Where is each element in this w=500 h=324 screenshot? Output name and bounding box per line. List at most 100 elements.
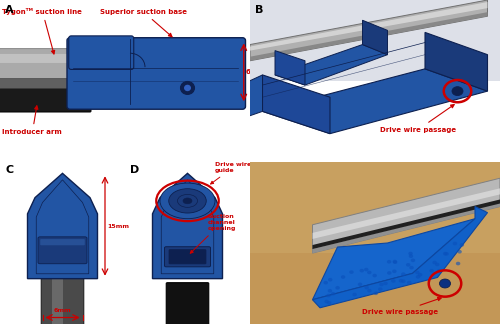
Text: Introducer arm: Introducer arm: [2, 106, 62, 135]
Circle shape: [360, 269, 364, 272]
Text: Drive wire
guide: Drive wire guide: [210, 162, 252, 184]
Circle shape: [372, 274, 377, 277]
Circle shape: [392, 270, 396, 273]
Text: Tygonᵀᴹ suction line: Tygonᵀᴹ suction line: [2, 8, 82, 54]
Polygon shape: [312, 207, 488, 308]
Circle shape: [458, 250, 462, 254]
Circle shape: [408, 252, 413, 255]
Text: Drive wire passage: Drive wire passage: [362, 297, 441, 315]
FancyBboxPatch shape: [250, 253, 500, 324]
Circle shape: [440, 279, 450, 288]
FancyBboxPatch shape: [69, 36, 134, 69]
FancyBboxPatch shape: [250, 0, 500, 81]
Circle shape: [435, 263, 440, 266]
Polygon shape: [262, 69, 488, 134]
Polygon shape: [312, 202, 500, 253]
Circle shape: [367, 271, 372, 274]
Circle shape: [364, 268, 368, 272]
Circle shape: [407, 281, 412, 284]
Text: 6mm: 6mm: [54, 308, 72, 313]
Circle shape: [378, 287, 382, 291]
Polygon shape: [362, 20, 388, 55]
FancyBboxPatch shape: [52, 278, 63, 324]
Circle shape: [418, 273, 422, 277]
FancyBboxPatch shape: [41, 278, 84, 324]
Text: B: B: [255, 5, 264, 15]
Circle shape: [358, 283, 362, 286]
Circle shape: [328, 278, 332, 282]
Polygon shape: [275, 45, 388, 85]
Circle shape: [415, 271, 420, 274]
Polygon shape: [250, 12, 488, 61]
Polygon shape: [312, 178, 500, 253]
FancyBboxPatch shape: [250, 162, 500, 324]
Circle shape: [331, 292, 336, 295]
Circle shape: [391, 279, 396, 283]
Circle shape: [178, 194, 198, 207]
Circle shape: [184, 85, 191, 91]
Circle shape: [169, 189, 206, 213]
Circle shape: [160, 183, 215, 219]
Circle shape: [432, 261, 437, 264]
Circle shape: [416, 275, 420, 279]
Circle shape: [430, 269, 434, 272]
Circle shape: [456, 262, 460, 265]
Polygon shape: [425, 32, 488, 91]
Circle shape: [324, 281, 328, 284]
FancyBboxPatch shape: [0, 49, 101, 81]
Text: D: D: [130, 165, 139, 175]
FancyBboxPatch shape: [166, 283, 209, 324]
Circle shape: [408, 254, 413, 258]
Circle shape: [460, 243, 464, 247]
Circle shape: [326, 294, 330, 297]
Circle shape: [324, 300, 329, 303]
FancyBboxPatch shape: [0, 54, 100, 63]
Circle shape: [336, 286, 340, 290]
Polygon shape: [312, 188, 500, 239]
Circle shape: [410, 266, 414, 270]
Polygon shape: [250, 0, 488, 61]
Text: Suction
channel
opening: Suction channel opening: [190, 214, 236, 253]
Circle shape: [374, 292, 378, 295]
Polygon shape: [275, 51, 305, 85]
Circle shape: [364, 286, 369, 289]
Circle shape: [328, 289, 332, 293]
Text: 15mm: 15mm: [108, 224, 130, 229]
Circle shape: [401, 272, 406, 276]
Circle shape: [183, 198, 192, 204]
Circle shape: [398, 279, 403, 283]
Polygon shape: [312, 200, 500, 249]
FancyBboxPatch shape: [38, 237, 87, 264]
Circle shape: [367, 289, 372, 293]
Circle shape: [341, 275, 345, 279]
Circle shape: [384, 282, 388, 285]
Circle shape: [406, 263, 410, 267]
Polygon shape: [152, 173, 222, 279]
Circle shape: [452, 87, 463, 96]
Circle shape: [452, 242, 457, 245]
Circle shape: [393, 260, 398, 264]
Text: Drive wire passage: Drive wire passage: [380, 105, 456, 133]
Polygon shape: [262, 75, 330, 134]
Circle shape: [401, 279, 406, 283]
Text: A: A: [5, 5, 14, 15]
Polygon shape: [28, 173, 98, 279]
FancyBboxPatch shape: [169, 250, 206, 264]
Circle shape: [443, 252, 448, 255]
Circle shape: [387, 271, 392, 275]
FancyBboxPatch shape: [0, 79, 90, 88]
Circle shape: [180, 81, 194, 94]
Text: C: C: [5, 165, 13, 175]
Text: Superior suction base: Superior suction base: [100, 9, 187, 37]
FancyBboxPatch shape: [40, 239, 84, 245]
Circle shape: [327, 301, 332, 305]
FancyBboxPatch shape: [67, 38, 246, 109]
Circle shape: [349, 270, 354, 274]
Circle shape: [392, 260, 397, 263]
Circle shape: [352, 293, 357, 296]
Circle shape: [380, 283, 384, 286]
Circle shape: [387, 260, 392, 264]
Polygon shape: [312, 219, 475, 300]
FancyBboxPatch shape: [164, 247, 210, 267]
Circle shape: [437, 269, 442, 272]
